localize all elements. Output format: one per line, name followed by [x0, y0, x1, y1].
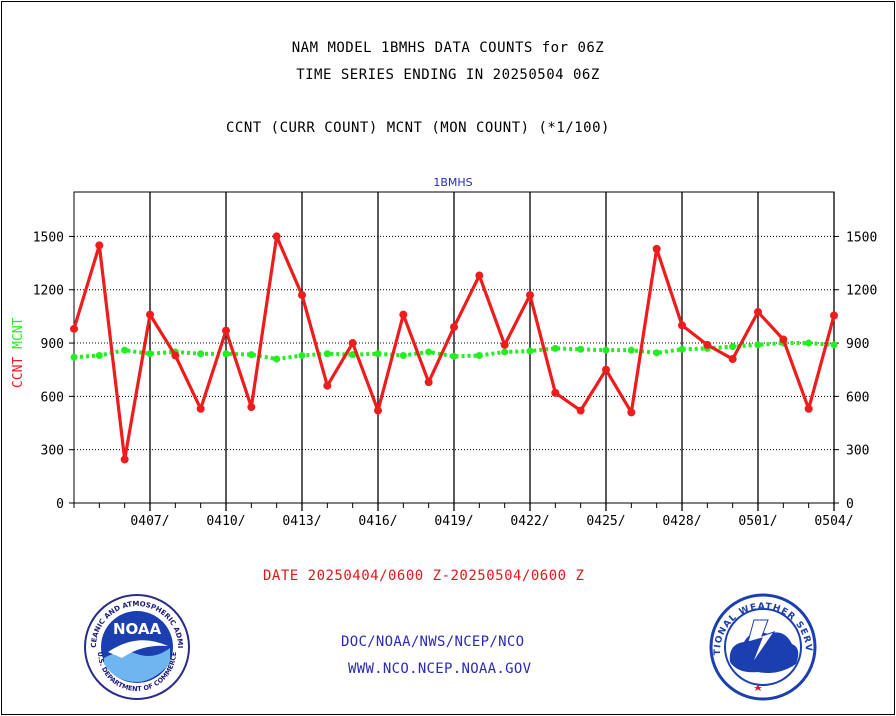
y-axis-label: CCNT MCNT: [11, 317, 26, 388]
data-point-ccnt: [500, 340, 509, 349]
x-tick-label: 0501/: [738, 514, 777, 529]
data-point-ccnt: [196, 404, 205, 413]
y-tick-label-left: 600: [41, 390, 64, 405]
data-point-ccnt: [526, 291, 534, 300]
data-point-mcnt: [577, 345, 585, 353]
data-point-ccnt: [475, 271, 484, 280]
data-point-ccnt: [450, 323, 458, 332]
x-tick-label: 0422/: [510, 514, 549, 529]
data-point-ccnt: [576, 406, 585, 415]
data-point-mcnt: [729, 343, 737, 351]
data-point-ccnt: [551, 388, 560, 397]
y-tick-label-left: 0: [56, 497, 64, 512]
y-tick-label-right: 600: [846, 390, 869, 405]
data-point-mcnt: [273, 355, 281, 363]
data-point-mcnt: [425, 348, 433, 356]
data-point-ccnt: [120, 455, 129, 464]
y-tick-label-right: 1200: [846, 284, 877, 299]
y-tick-label-right: 300: [846, 444, 869, 459]
noaa-logo-icon: NOAA NATIONAL OCEANIC AND ATMOSPHERIC AD…: [82, 592, 190, 700]
data-point-ccnt: [754, 307, 762, 316]
data-point-mcnt: [70, 353, 78, 361]
data-point-mcnt: [653, 349, 661, 357]
y-tick-label-left: 300: [41, 444, 64, 459]
y-tick-label-left: 1500: [33, 230, 64, 245]
website-link[interactable]: WWW.NCO.NCEP.NOAA.GOV: [348, 661, 532, 677]
x-tick-label: 0428/: [662, 514, 701, 529]
doc-link[interactable]: DOC/NOAA/NWS/NCEP/NCO: [341, 634, 525, 650]
data-point-ccnt: [602, 365, 610, 374]
data-point-mcnt: [678, 345, 686, 353]
data-point-ccnt: [95, 241, 104, 250]
svg-text:NOAA: NOAA: [113, 620, 162, 638]
data-point-mcnt: [146, 350, 154, 358]
data-point-ccnt: [348, 339, 357, 348]
data-point-ccnt: [779, 335, 788, 344]
data-point-mcnt: [475, 351, 483, 359]
data-point-ccnt: [323, 381, 332, 390]
data-point-ccnt: [678, 321, 686, 330]
data-point-mcnt: [602, 346, 610, 354]
y-tick-label-right: 0: [846, 497, 854, 512]
data-point-mcnt: [121, 346, 129, 354]
data-point-mcnt: [526, 347, 534, 355]
y-axis-label-mcnt: MCNT: [11, 317, 26, 348]
data-point-ccnt: [399, 310, 408, 319]
data-point-mcnt: [501, 348, 509, 356]
data-point-mcnt: [298, 351, 306, 359]
y-tick-label-left: 900: [41, 337, 64, 352]
data-point-ccnt: [652, 244, 661, 253]
chart-title-line1: NAM MODEL 1BMHS DATA COUNTS for 06Z: [291, 40, 605, 56]
y-tick-label-left: 1200: [33, 284, 64, 299]
data-point-ccnt: [70, 324, 78, 333]
y-tick-label-right: 900: [846, 337, 869, 352]
legend-description: CCNT (CURR COUNT) MCNT (MON COUNT) (*1/1…: [226, 120, 610, 136]
plot-title: 1BMHS: [433, 176, 472, 189]
y-axis-label-ccnt: CCNT: [11, 349, 26, 388]
data-point-mcnt: [374, 350, 382, 358]
data-point-ccnt: [272, 232, 281, 241]
x-tick-label: 0419/: [434, 514, 473, 529]
data-point-ccnt: [424, 378, 433, 387]
data-point-mcnt: [830, 341, 838, 349]
data-point-ccnt: [728, 355, 737, 364]
x-tick-label: 0407/: [130, 514, 169, 529]
data-point-mcnt: [450, 352, 458, 360]
x-tick-label: 0416/: [358, 514, 397, 529]
x-tick-label: 0410/: [206, 514, 245, 529]
data-point-ccnt: [627, 408, 636, 417]
data-point-ccnt: [222, 326, 230, 335]
data-point-ccnt: [171, 351, 180, 360]
data-point-ccnt: [830, 311, 838, 320]
data-point-mcnt: [551, 344, 559, 352]
y-tick-label-right: 1500: [846, 230, 877, 245]
data-point-mcnt: [754, 341, 762, 349]
data-point-mcnt: [349, 351, 357, 359]
data-point-mcnt: [323, 350, 331, 358]
data-point-mcnt: [222, 350, 230, 358]
data-point-mcnt: [247, 351, 255, 359]
data-point-mcnt: [95, 351, 103, 359]
date-range-label: DATE 20250404/0600 Z-20250504/0600 Z: [263, 568, 585, 584]
x-tick-label: 0413/: [282, 514, 321, 529]
data-point-ccnt: [374, 406, 382, 415]
x-tick-label: 0425/: [586, 514, 625, 529]
data-point-mcnt: [627, 346, 635, 354]
x-tick-label: 0504/: [814, 514, 853, 529]
nws-logo-icon: NATIONAL WEATHER SERVICE: [708, 592, 817, 701]
data-point-ccnt: [146, 310, 154, 319]
data-point-mcnt: [805, 339, 813, 347]
data-point-ccnt: [247, 403, 256, 412]
data-point-ccnt: [804, 404, 813, 413]
chart-title-line2: TIME SERIES ENDING IN 20250504 06Z: [296, 67, 600, 83]
data-point-ccnt: [298, 291, 306, 300]
data-point-ccnt: [703, 340, 712, 349]
data-point-mcnt: [197, 350, 205, 358]
data-point-mcnt: [399, 351, 407, 359]
